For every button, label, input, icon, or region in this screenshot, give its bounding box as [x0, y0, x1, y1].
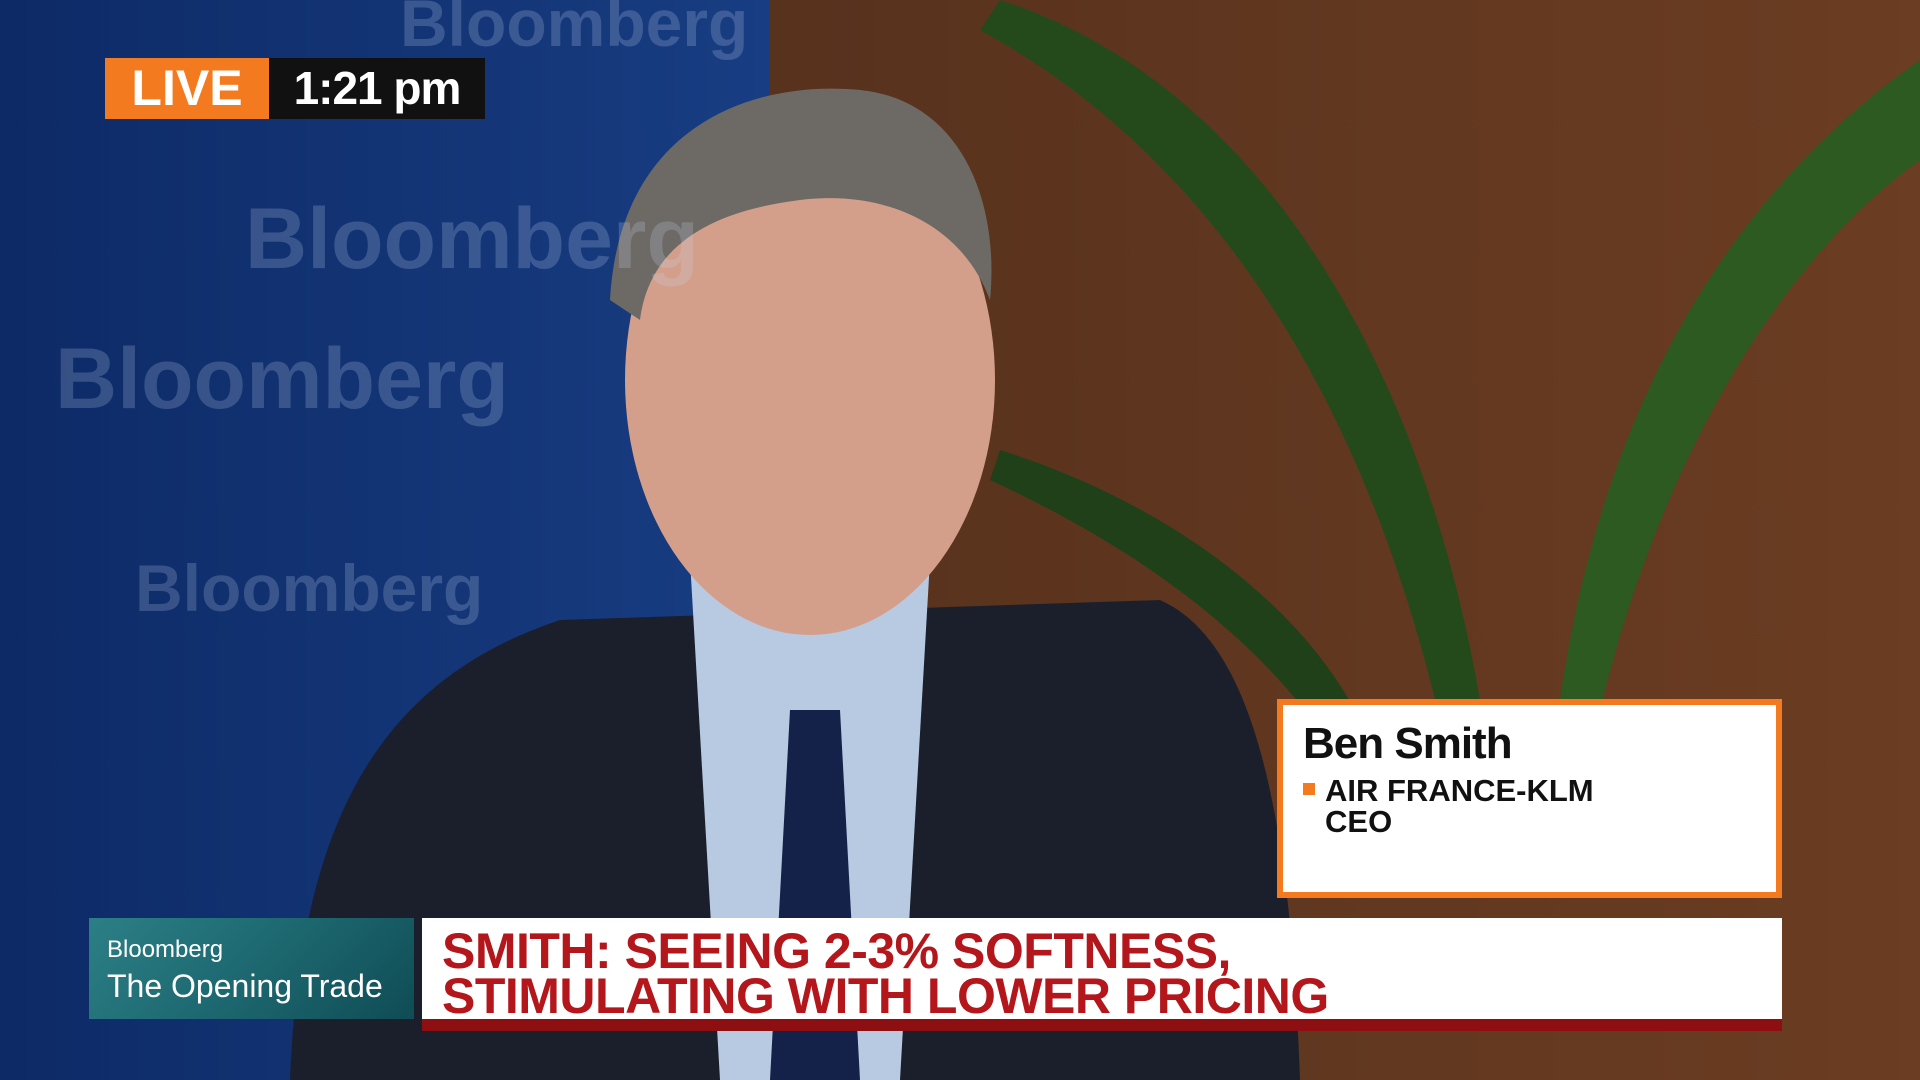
leaf [1560, 60, 1920, 710]
backdrop-logo: Bloomberg [245, 191, 699, 287]
guest-title: AIR FRANCE-KLM [1325, 773, 1594, 808]
show-brand: Bloomberg [107, 936, 224, 963]
headline: SMITH: SEEING 2-3% SOFTNESS, [442, 923, 1231, 979]
headline-box: SMITH: SEEING 2-3% SOFTNESS, STIMULATING… [422, 918, 1782, 1031]
guest-name: Ben Smith [1303, 719, 1513, 768]
live-time: 1:21 pm [269, 58, 485, 119]
backdrop-logo: Bloomberg [135, 551, 484, 625]
bullet [1303, 783, 1315, 795]
leaf [990, 450, 1360, 730]
hair [610, 88, 992, 320]
leaf [980, 0, 1480, 720]
backdrop-logo: Bloomberg [400, 0, 749, 60]
show-name: The Opening Trade [107, 968, 383, 1004]
name-box: Ben Smith AIR FRANCE-KLM CEO [1277, 699, 1782, 898]
headline: STIMULATING WITH LOWER PRICING [442, 968, 1329, 1024]
show-bug: Bloomberg The Opening Trade [89, 918, 414, 1019]
face [625, 125, 995, 635]
live-label: LIVE [105, 58, 269, 119]
backdrop-logo: Bloomberg [55, 331, 509, 427]
guest-title: CEO [1325, 804, 1393, 839]
